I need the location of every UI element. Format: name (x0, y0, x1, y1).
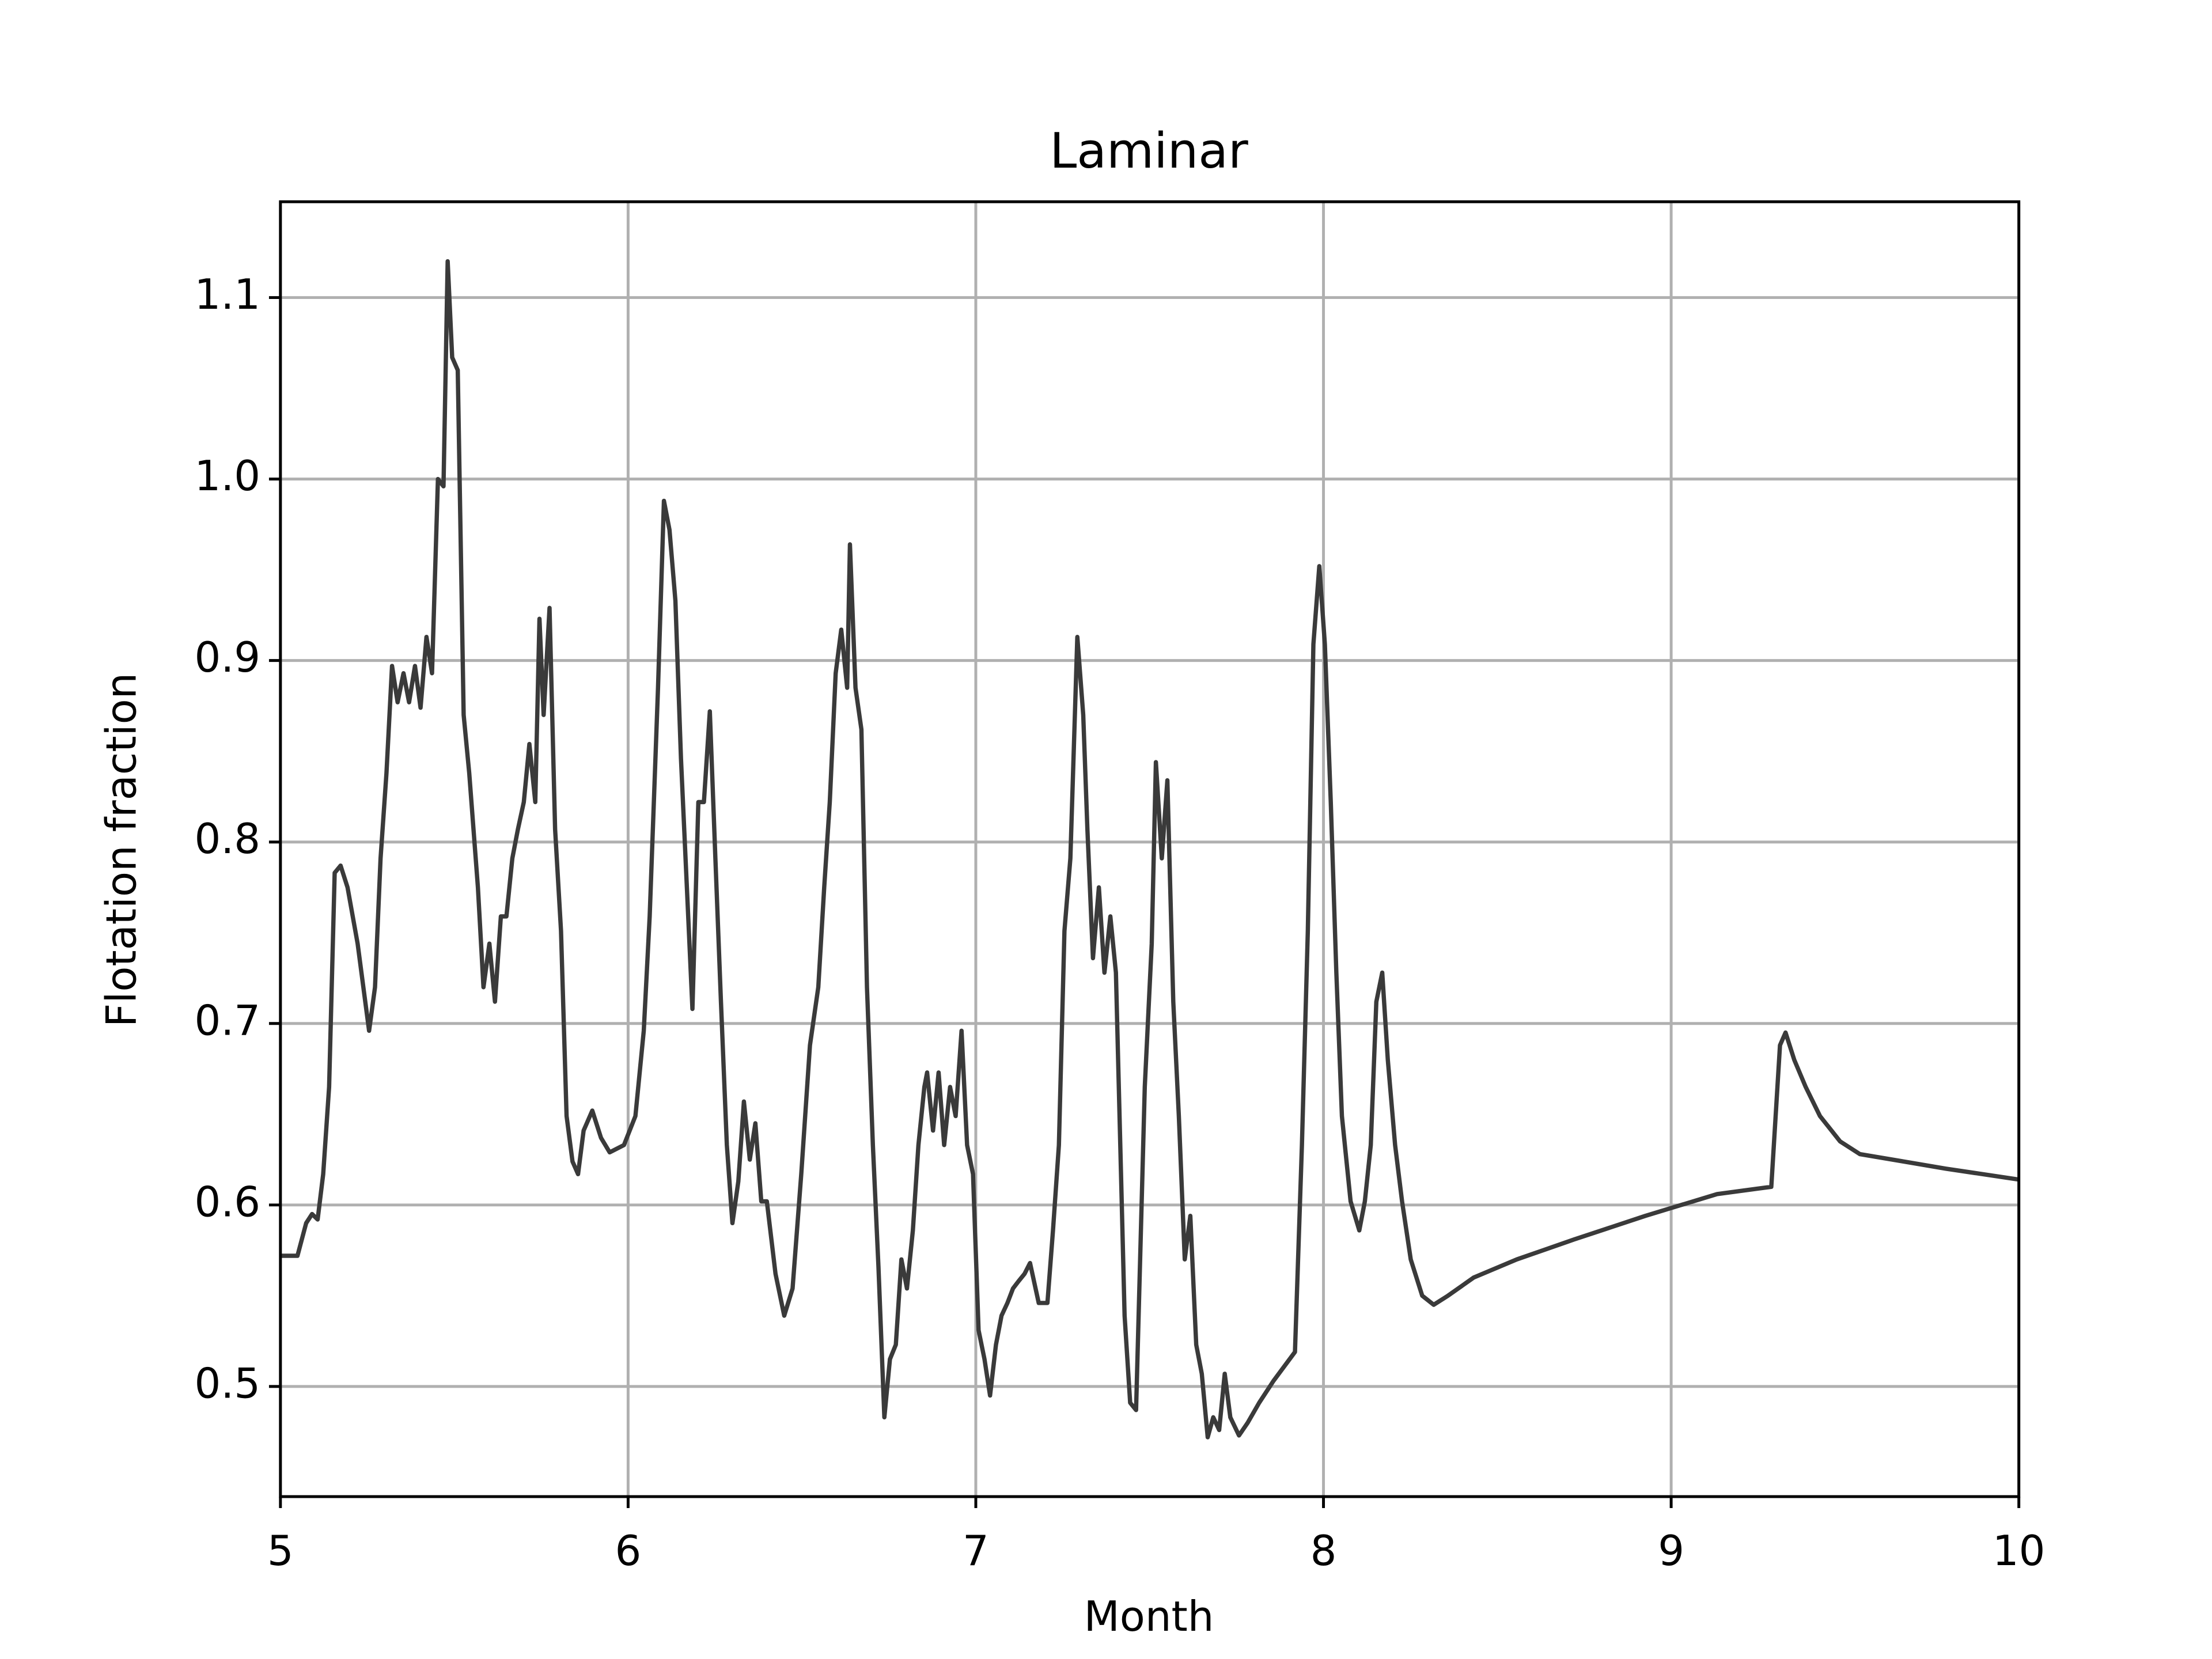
x-axis-label: Month (1084, 1592, 1214, 1641)
data-line (280, 259, 2019, 1440)
y-tick-label: 1.0 (195, 452, 261, 500)
y-tick-label: 0.7 (195, 996, 261, 1044)
x-tick-label: 9 (1658, 1527, 1684, 1575)
x-tick-label: 8 (1310, 1527, 1337, 1575)
x-tick-label: 5 (267, 1527, 294, 1575)
y-tick-label: 1.1 (195, 270, 261, 319)
x-tick-label: 6 (615, 1527, 641, 1575)
y-tick-label: 0.6 (195, 1177, 261, 1226)
x-tick-label: 10 (1993, 1527, 2046, 1575)
x-tick-label: 7 (963, 1527, 989, 1575)
y-tick-label: 0.5 (195, 1359, 261, 1407)
chart-title: Laminar (1050, 123, 1248, 179)
y-tick-label: 0.8 (195, 815, 261, 863)
plot-frame (279, 200, 2021, 1498)
y-tick-label: 0.9 (195, 633, 261, 681)
y-axis-label: Flotation fraction (97, 673, 146, 1027)
